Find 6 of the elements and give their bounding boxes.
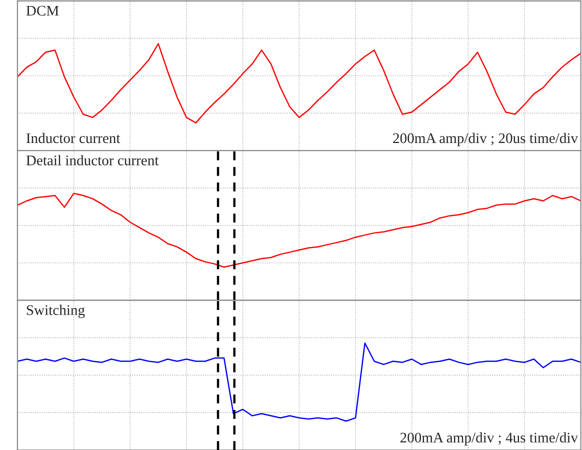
annotation: 200mA amp/div ; 4us time/div — [400, 432, 578, 446]
chart-title: Switching — [26, 304, 85, 318]
chart-title: DCM — [26, 6, 59, 16]
chart-title: Detail inductor current — [26, 155, 159, 166]
annotation: Inductor current — [26, 132, 120, 144]
annotation: 200mA amp/div ; 20us time/div — [393, 132, 578, 146]
